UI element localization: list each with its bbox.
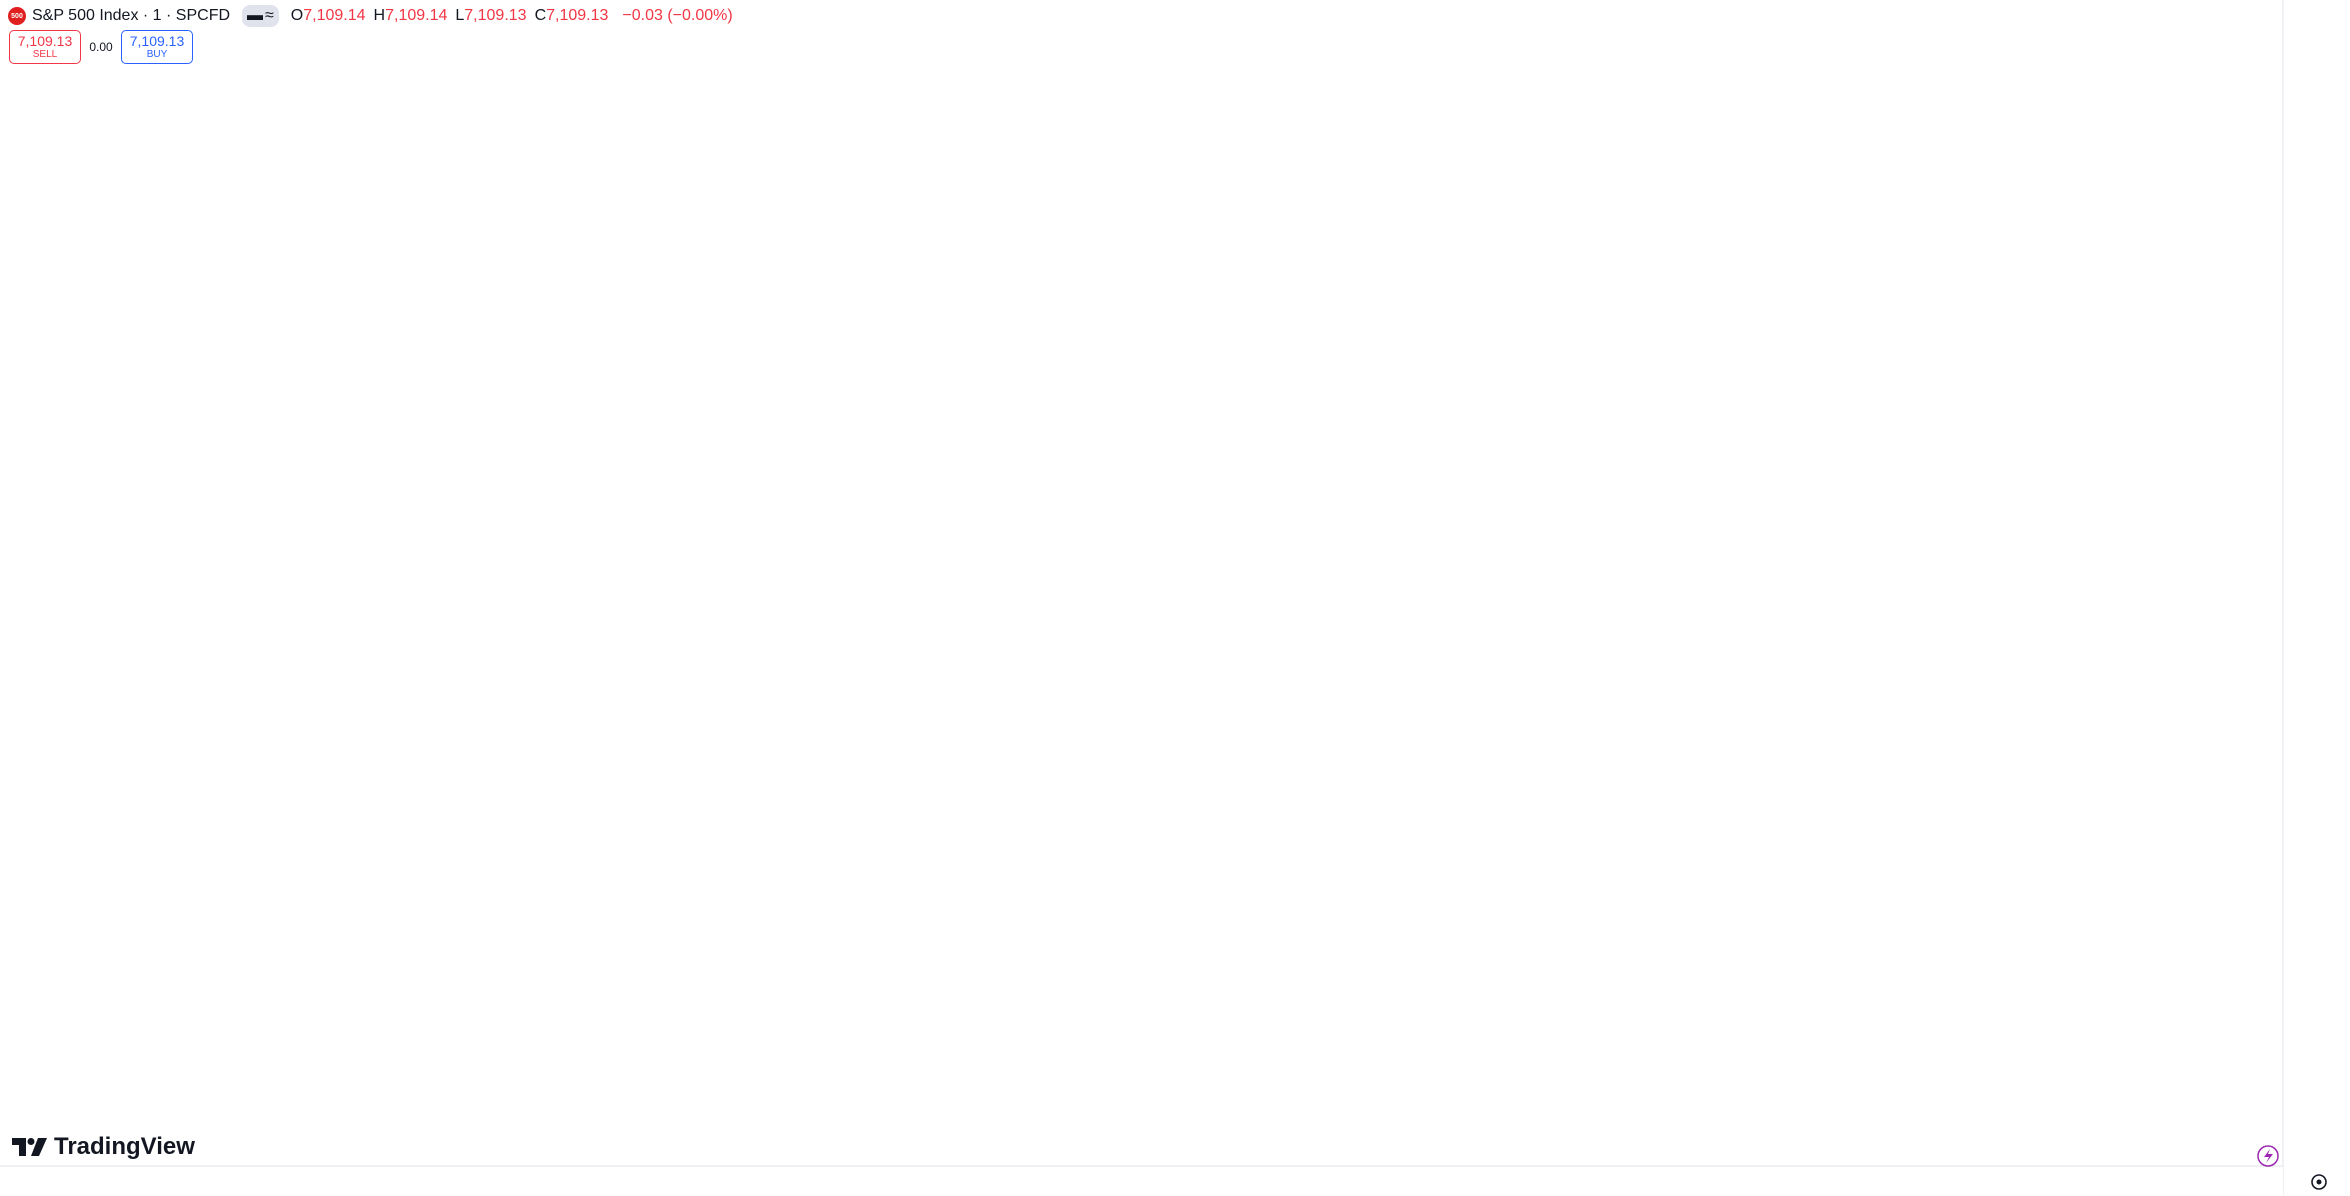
pill-minus: ▬ <box>247 7 264 24</box>
lightning-button[interactable] <box>2257 1145 2279 1167</box>
buy-label: BUY <box>146 49 168 61</box>
ohlc-value: 7,109.13 <box>464 7 527 24</box>
ohlc-value: 7,109.14 <box>303 7 366 24</box>
settings-ring <box>2311 1174 2327 1190</box>
lightning-circle <box>2257 1145 2279 1167</box>
sell-label: SELL <box>32 49 58 61</box>
symbol-icon: 500 <box>8 7 26 25</box>
toggle-pills[interactable]: ▬ ≈ <box>242 5 279 27</box>
ohlc-values: O7,109.14 H7,109.14 L7,109.13 C7,109.13 <box>291 7 617 25</box>
lightning-icon <box>2264 1149 2273 1163</box>
pill-approx: ≈ <box>265 7 274 24</box>
ohlc-key: O <box>290 7 304 24</box>
ohlc-key: L <box>455 7 465 24</box>
buy-button[interactable]: 7,109.13 BUY <box>121 30 193 64</box>
symbol-header: 500 S&P 500 Index · 1 · SPCFD ▬ ≈ O7,109.… <box>8 5 741 27</box>
sell-price: 7,109.13 <box>17 32 73 49</box>
symbol-title[interactable]: S&P 500 Index · 1 · SPCFD <box>32 7 231 24</box>
time-axis-bg <box>0 1167 2283 1196</box>
ohlc-value: 7,109.14 <box>385 7 448 24</box>
buy-price: 7,109.13 <box>129 32 185 49</box>
ohlc-value: 7,109.13 <box>546 7 609 24</box>
sell-button[interactable]: 7,109.13 SELL <box>9 30 81 64</box>
change: −0.03 (−0.00%) <box>622 7 733 24</box>
spread: 0.00 <box>89 40 113 54</box>
brand-name: TradingView <box>54 1133 195 1160</box>
ohlc-key: C <box>534 7 547 24</box>
axes <box>0 0 2284 1196</box>
brand[interactable]: TradingView <box>12 1133 195 1161</box>
trade-panel: 7,109.13 SELL 0.00 7,109.13 BUY <box>9 30 193 64</box>
settings-button[interactable] <box>2311 1174 2327 1190</box>
brand-logo <box>12 1138 47 1156</box>
settings-dot <box>2316 1179 2322 1185</box>
ohlc-key: H <box>373 7 386 24</box>
